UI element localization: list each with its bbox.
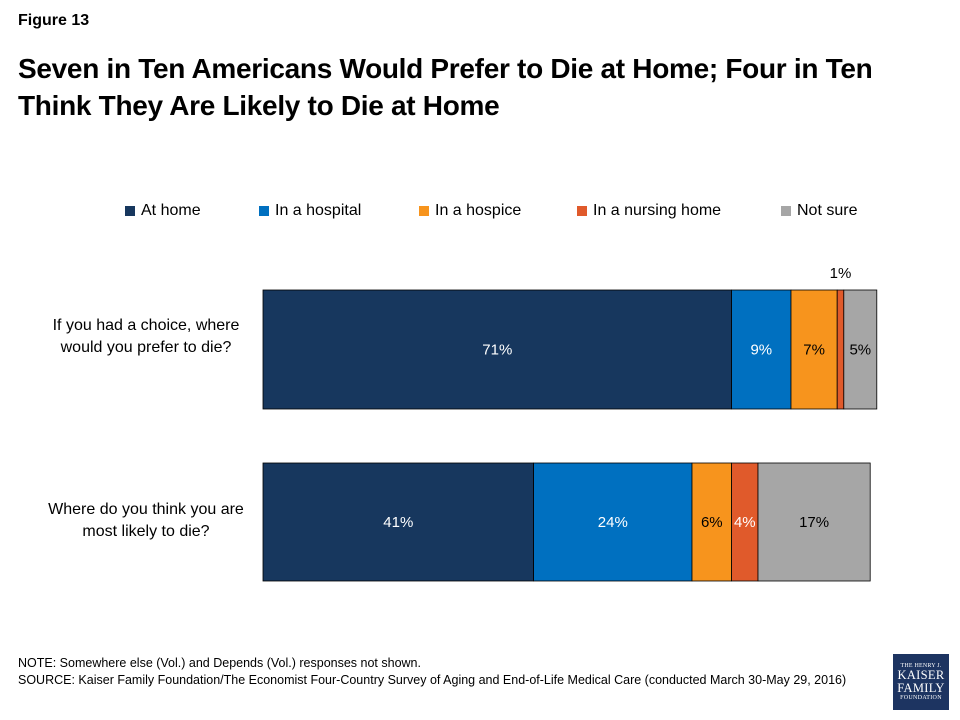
data-label: 17% <box>799 514 829 531</box>
data-label: 5% <box>849 342 871 359</box>
logo-line: FAMILY <box>897 681 945 695</box>
bar-segment <box>843 289 878 410</box>
figure-label: Figure 13 <box>18 12 90 29</box>
source-text: SOURCE: Kaiser Family Foundation/The Eco… <box>18 672 847 687</box>
legend-item-in-a-hospice: In a hospice <box>419 202 521 220</box>
legend-swatch <box>125 206 135 216</box>
legend-item-at-home: At home <box>125 202 201 220</box>
legend-swatch <box>259 206 269 216</box>
legend-label: In a hospital <box>275 202 362 219</box>
legend-item-in-a-hospital: In a hospital <box>259 202 361 220</box>
kff-logo: THE HENRY J. KAISER FAMILY FOUNDATION <box>893 654 949 710</box>
logo-line: FOUNDATION <box>900 695 942 702</box>
legend-label: In a nursing home <box>593 202 722 219</box>
bar-segment <box>533 462 693 582</box>
data-label: 4% <box>734 514 756 531</box>
legend-label: At home <box>141 202 201 219</box>
data-label: 7% <box>803 342 825 359</box>
bar-segment <box>691 462 732 582</box>
data-label: 6% <box>701 514 723 531</box>
data-label: 1% <box>830 265 852 282</box>
bar-segment <box>836 289 845 410</box>
chart-title: Seven in Ten Americans Would Prefer to D… <box>18 53 873 122</box>
legend-swatch <box>577 206 587 216</box>
legend-item-in-a-nursing-home: In a nursing home <box>577 202 721 220</box>
chart-legend: At home In a hospital In a hospice In a … <box>0 202 960 222</box>
data-label: 41% <box>383 514 413 531</box>
bar-segment <box>731 462 759 582</box>
data-label: 24% <box>598 514 628 531</box>
legend-swatch <box>781 206 791 216</box>
data-label: 71% <box>482 342 512 359</box>
bar-segment <box>731 289 792 410</box>
category-label: Where do you think you are most likely t… <box>48 501 244 540</box>
category-label: If you had a choice, where would you pre… <box>52 317 240 356</box>
logo-line: THE HENRY J. <box>900 662 942 669</box>
legend-swatch <box>419 206 429 216</box>
note-text: NOTE: Somewhere else (Vol.) and Depends … <box>18 656 421 670</box>
data-label: 9% <box>750 342 772 359</box>
bar-segment <box>262 462 535 582</box>
bar-segment <box>757 462 871 582</box>
chart-notes: NOTE: Somewhere else (Vol.) and Depends … <box>18 655 868 689</box>
logo-line: KAISER <box>897 667 945 682</box>
legend-item-not-sure: Not sure <box>781 202 857 220</box>
legend-label: Not sure <box>797 202 858 219</box>
legend-label: In a hospice <box>435 202 522 219</box>
bar-segment <box>262 289 733 410</box>
